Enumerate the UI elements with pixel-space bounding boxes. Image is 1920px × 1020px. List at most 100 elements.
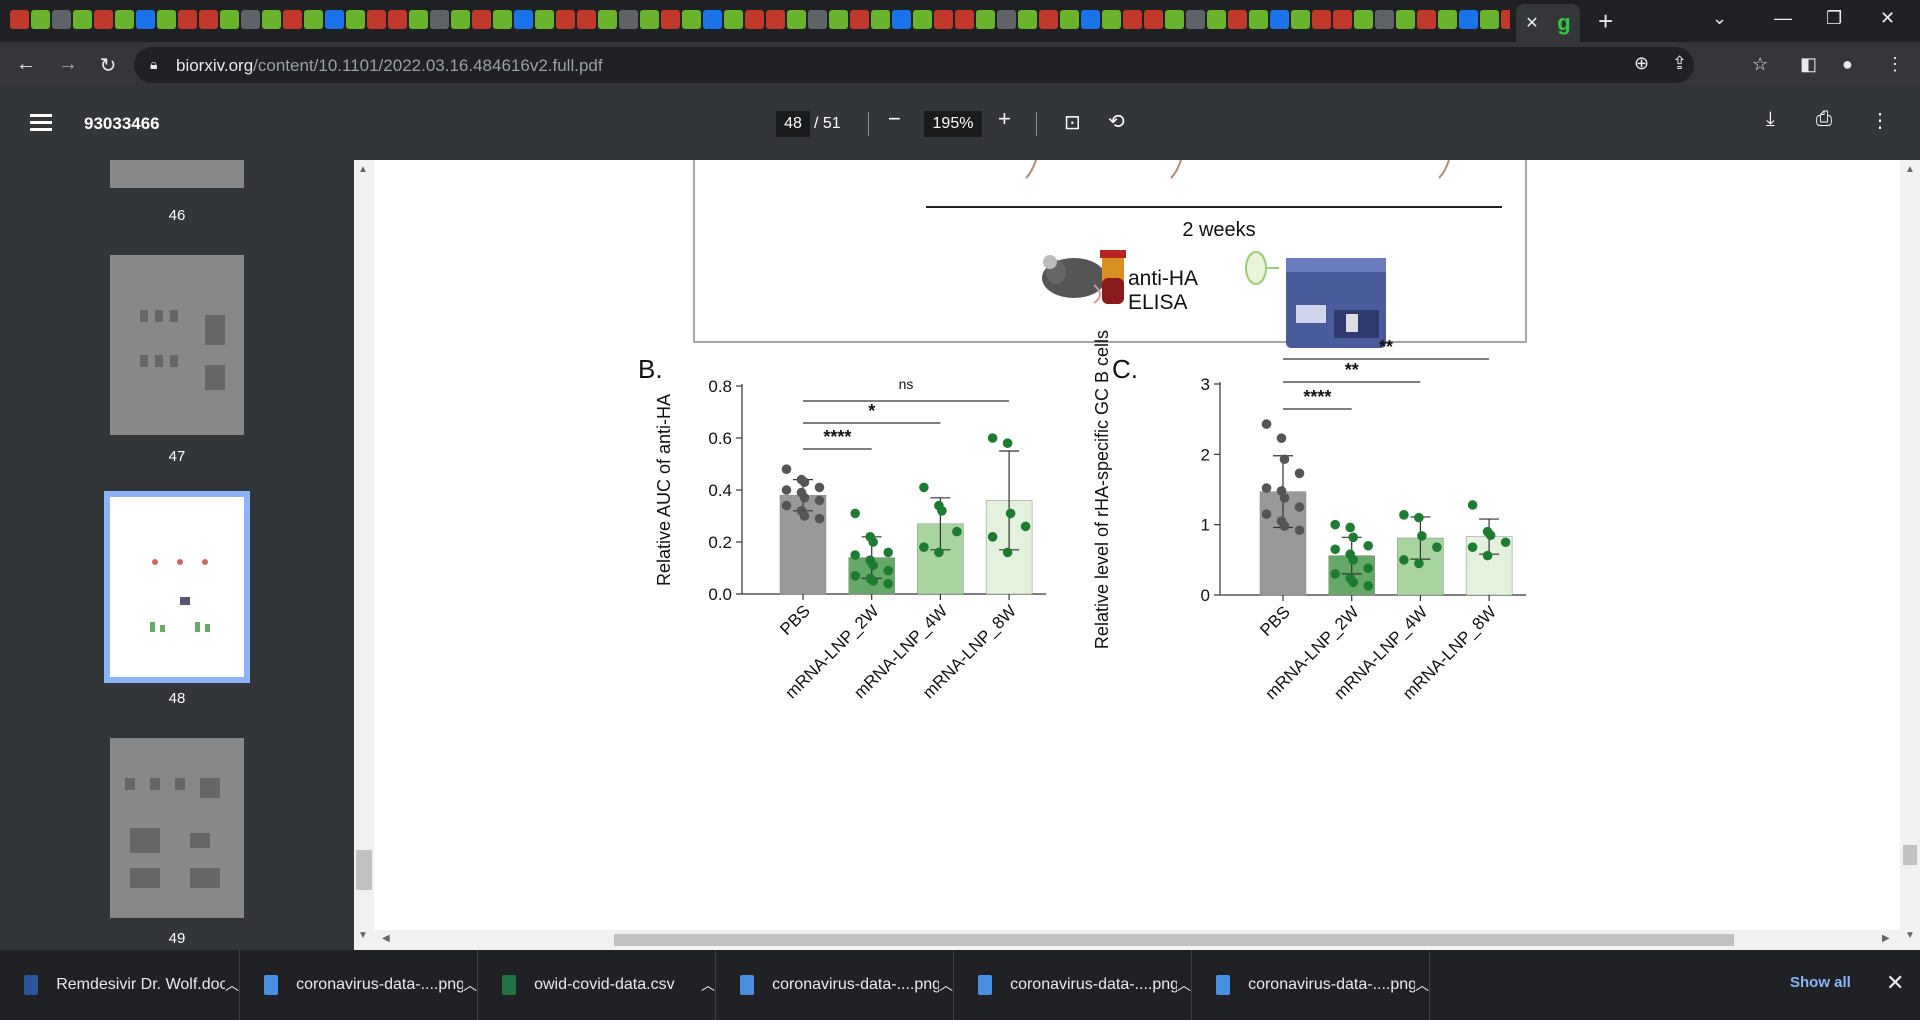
tab-favicon-icon[interactable] — [934, 10, 953, 29]
tab-favicon-icon[interactable] — [1333, 10, 1352, 29]
tab-favicon-icon[interactable] — [1144, 10, 1163, 29]
tab-favicon-icon[interactable] — [220, 10, 239, 29]
download-item[interactable]: coronavirus-data-....png ︿ — [954, 950, 1192, 1020]
zoom-input[interactable]: 195% — [924, 111, 982, 137]
tab-search-icon[interactable]: ⌄ — [1712, 8, 1728, 28]
tab-favicon-icon[interactable] — [1102, 10, 1121, 29]
tab-favicon-icon[interactable] — [577, 10, 596, 29]
tab-favicon-icon[interactable] — [31, 10, 50, 29]
thumbnail-page-48[interactable] — [104, 491, 250, 683]
back-button[interactable]: ← — [16, 53, 36, 75]
tab-favicon-icon[interactable] — [1018, 10, 1037, 29]
horizontal-scrollbar[interactable]: ◀ ▶ — [374, 930, 1900, 950]
tab-favicon-icon[interactable] — [1186, 10, 1205, 29]
tab-favicon-icon[interactable] — [241, 10, 260, 29]
print-icon[interactable]: ⎙ — [1816, 108, 1832, 130]
sidebar-menu-icon[interactable] — [30, 114, 52, 131]
reload-button[interactable]: ↻ — [99, 55, 117, 77]
tab-favicon-icon[interactable] — [976, 10, 995, 29]
tab-favicon-icon[interactable] — [1480, 10, 1499, 29]
minimize-button[interactable]: — — [1774, 8, 1792, 28]
page-number-input[interactable]: 48 — [776, 111, 810, 137]
tab-close-button[interactable]: ✕ — [1525, 15, 1539, 32]
close-downloads-icon[interactable]: ✕ — [1886, 970, 1905, 995]
tab-favicon-icon[interactable] — [787, 10, 806, 29]
address-bar[interactable]: 🔒︎ biorxiv.org/content/10.1101/2022.03.1… — [134, 47, 1694, 83]
tab-favicon-icon[interactable] — [892, 10, 911, 29]
tab-favicon-icon[interactable] — [745, 10, 764, 29]
rotate-icon[interactable]: ⟲ — [1108, 111, 1125, 133]
tab-favicon-icon[interactable] — [871, 10, 890, 29]
zoom-in-button[interactable]: + — [998, 106, 1011, 131]
download-item[interactable]: coronavirus-data-....png ︿ — [716, 950, 954, 1020]
tab-favicons[interactable] — [10, 10, 1510, 32]
tab-favicon-icon[interactable] — [157, 10, 176, 29]
tab-favicon-icon[interactable] — [640, 10, 659, 29]
bookmark-star-icon[interactable]: ☆ — [1752, 54, 1769, 74]
tab-favicon-icon[interactable] — [514, 10, 533, 29]
left-scrollbar[interactable]: ▲ ▼ — [354, 160, 374, 950]
tab-favicon-icon[interactable] — [304, 10, 323, 29]
download-options-icon[interactable]: ︿ — [225, 977, 239, 993]
tab-favicon-icon[interactable] — [535, 10, 554, 29]
tab-favicon-icon[interactable] — [661, 10, 680, 29]
download-options-icon[interactable]: ︿ — [1177, 977, 1191, 993]
tab-favicon-icon[interactable] — [808, 10, 827, 29]
tab-favicon-icon[interactable] — [325, 10, 344, 29]
tab-favicon-icon[interactable] — [388, 10, 407, 29]
tab-favicon-icon[interactable] — [703, 10, 722, 29]
tab-favicon-icon[interactable] — [472, 10, 491, 29]
tab-favicon-icon[interactable] — [766, 10, 785, 29]
tab-favicon-icon[interactable] — [1060, 10, 1079, 29]
tab-favicon-icon[interactable] — [1501, 10, 1510, 29]
download-options-icon[interactable]: ︿ — [463, 977, 477, 993]
tab-favicon-icon[interactable] — [1354, 10, 1373, 29]
tab-favicon-icon[interactable] — [1291, 10, 1310, 29]
right-scrollbar[interactable]: ▲ ▼ — [1900, 160, 1920, 950]
tab-favicon-icon[interactable] — [451, 10, 470, 29]
tab-favicon-icon[interactable] — [10, 10, 29, 29]
tab-favicon-icon[interactable] — [1459, 10, 1478, 29]
tab-favicon-icon[interactable] — [997, 10, 1016, 29]
download-item[interactable]: coronavirus-data-....png ︿ — [240, 950, 478, 1020]
tab-favicon-icon[interactable] — [1165, 10, 1184, 29]
show-all-button[interactable]: Show all — [1790, 974, 1851, 991]
download-options-icon[interactable]: ︿ — [1415, 977, 1429, 993]
download-options-icon[interactable]: ︿ — [701, 977, 715, 993]
restore-button[interactable]: ❐ — [1826, 8, 1843, 28]
tab-favicon-icon[interactable] — [73, 10, 92, 29]
share-icon[interactable]: ⇪ — [1672, 53, 1688, 73]
forward-button[interactable]: → — [58, 53, 78, 75]
zoom-icon[interactable]: ⊕ — [1634, 53, 1650, 73]
tab-favicon-icon[interactable] — [850, 10, 869, 29]
tab-favicon-icon[interactable] — [1039, 10, 1058, 29]
active-tab[interactable]: ✕ g — [1516, 4, 1580, 42]
tab-favicon-icon[interactable] — [346, 10, 365, 29]
thumbnail-page-47[interactable] — [110, 255, 244, 435]
close-window-button[interactable]: ✕ — [1880, 8, 1896, 28]
fit-page-icon[interactable]: ⊡ — [1064, 112, 1081, 134]
tab-favicon-icon[interactable] — [367, 10, 386, 29]
tab-favicon-icon[interactable] — [724, 10, 743, 29]
tab-favicon-icon[interactable] — [829, 10, 848, 29]
zoom-out-button[interactable]: − — [888, 106, 901, 131]
download-options-icon[interactable]: ︿ — [939, 977, 953, 993]
new-tab-button[interactable]: + — [1598, 6, 1614, 36]
tab-favicon-icon[interactable] — [1249, 10, 1268, 29]
tab-favicon-icon[interactable] — [178, 10, 197, 29]
tab-favicon-icon[interactable] — [493, 10, 512, 29]
tab-favicon-icon[interactable] — [409, 10, 428, 29]
tab-favicon-icon[interactable] — [682, 10, 701, 29]
tab-favicon-icon[interactable] — [1438, 10, 1457, 29]
side-panel-icon[interactable]: ◧ — [1800, 54, 1818, 74]
tab-favicon-icon[interactable] — [52, 10, 71, 29]
tab-favicon-icon[interactable] — [115, 10, 134, 29]
download-icon[interactable]: ⤓ — [1766, 108, 1775, 130]
more-actions-icon[interactable]: ⋮ — [1870, 110, 1890, 132]
tab-favicon-icon[interactable] — [1228, 10, 1247, 29]
tab-favicon-icon[interactable] — [1417, 10, 1436, 29]
tab-favicon-icon[interactable] — [1207, 10, 1226, 29]
tab-favicon-icon[interactable] — [430, 10, 449, 29]
tab-favicon-icon[interactable] — [94, 10, 113, 29]
download-item[interactable]: owid-covid-data.csv ︿ — [478, 950, 716, 1020]
